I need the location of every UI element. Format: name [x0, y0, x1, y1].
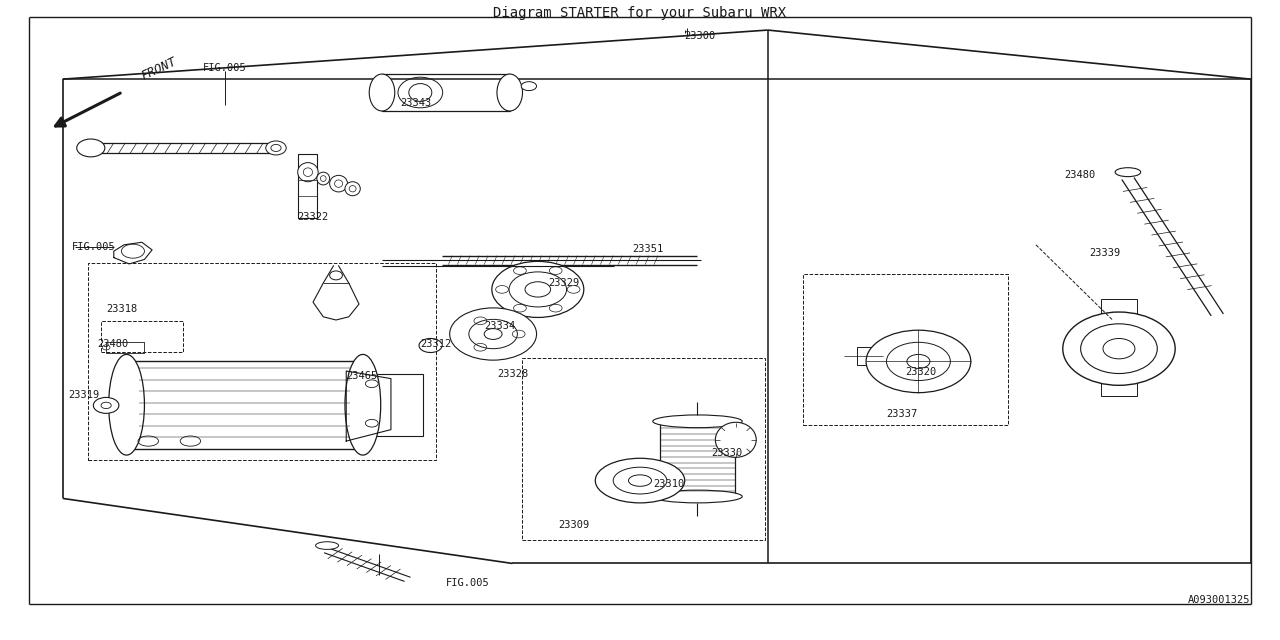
Text: 23328: 23328: [497, 369, 529, 379]
Text: FIG.005: FIG.005: [445, 577, 490, 588]
Text: 23351: 23351: [632, 244, 663, 253]
Ellipse shape: [449, 308, 536, 360]
Bar: [106, 342, 145, 353]
Text: 23309: 23309: [558, 520, 590, 530]
Ellipse shape: [1062, 312, 1175, 385]
Text: 23480: 23480: [97, 339, 128, 349]
Polygon shape: [346, 371, 390, 441]
Text: 23318: 23318: [106, 303, 137, 314]
Bar: [884, 371, 902, 383]
Text: FRONT: FRONT: [140, 55, 179, 83]
Ellipse shape: [346, 355, 380, 455]
Ellipse shape: [1115, 168, 1140, 177]
Bar: [858, 347, 883, 365]
Bar: [352, 374, 422, 436]
Ellipse shape: [346, 182, 360, 196]
Ellipse shape: [330, 175, 347, 192]
Bar: [381, 74, 509, 111]
Text: 23343: 23343: [399, 99, 431, 108]
Text: A093001325: A093001325: [1188, 595, 1251, 605]
Ellipse shape: [109, 355, 145, 455]
Text: 23339: 23339: [1089, 248, 1121, 258]
Bar: [1101, 299, 1137, 316]
Ellipse shape: [266, 141, 287, 155]
Ellipse shape: [317, 172, 330, 185]
Text: 23300: 23300: [685, 31, 716, 42]
Bar: [884, 340, 902, 352]
Text: 23480: 23480: [1064, 170, 1096, 180]
Text: 23465: 23465: [346, 371, 378, 381]
Ellipse shape: [716, 422, 756, 458]
Ellipse shape: [298, 163, 319, 182]
Ellipse shape: [77, 139, 105, 157]
Text: 23329: 23329: [548, 278, 580, 288]
Text: 23337: 23337: [887, 410, 918, 419]
Text: 23322: 23322: [298, 212, 329, 222]
Ellipse shape: [497, 74, 522, 111]
Ellipse shape: [365, 419, 378, 427]
Ellipse shape: [653, 490, 742, 503]
Bar: [298, 154, 317, 218]
Ellipse shape: [521, 82, 536, 91]
Text: 23319: 23319: [68, 390, 99, 400]
Text: Diagram STARTER for your Subaru WRX: Diagram STARTER for your Subaru WRX: [493, 6, 787, 20]
Bar: [660, 421, 735, 497]
Bar: [934, 371, 952, 383]
Ellipse shape: [369, 74, 394, 111]
Bar: [934, 340, 952, 352]
Ellipse shape: [316, 541, 339, 549]
Text: 23312: 23312: [420, 339, 452, 349]
Ellipse shape: [867, 330, 970, 393]
Ellipse shape: [93, 397, 119, 413]
Text: 23320: 23320: [906, 367, 937, 377]
Bar: [127, 361, 362, 449]
Ellipse shape: [653, 415, 742, 428]
Text: 23334: 23334: [484, 321, 516, 332]
Bar: [1101, 380, 1137, 396]
Ellipse shape: [595, 458, 685, 503]
Text: FIG.005: FIG.005: [72, 242, 115, 252]
Text: FIG.005: FIG.005: [204, 63, 247, 74]
Text: 23310: 23310: [653, 479, 684, 490]
Ellipse shape: [492, 261, 584, 317]
Ellipse shape: [365, 380, 378, 388]
Ellipse shape: [330, 271, 343, 280]
Text: 23330: 23330: [712, 447, 742, 458]
